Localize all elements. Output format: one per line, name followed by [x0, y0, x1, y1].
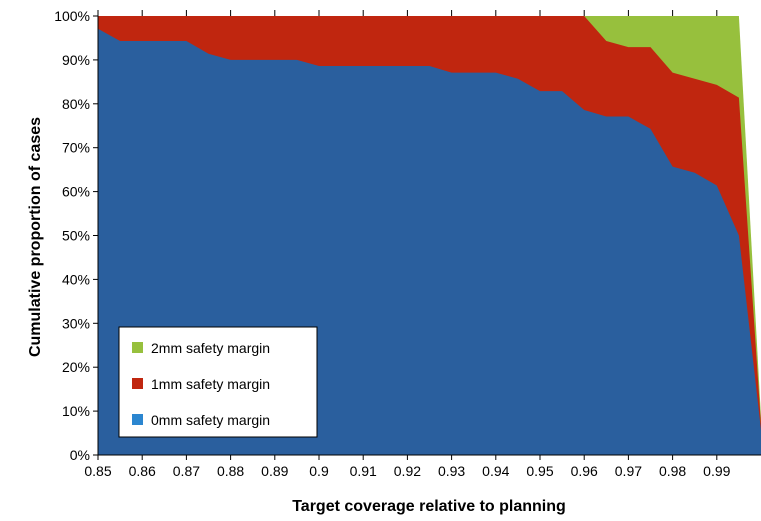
x-tick-label: 0.9 [309, 463, 329, 479]
y-tick-label: 100% [54, 8, 90, 24]
legend-label-1mm: 1mm safety margin [151, 376, 270, 392]
x-tick-label: 0.95 [526, 463, 553, 479]
x-tick-label: 0.92 [394, 463, 421, 479]
y-tick-label: 90% [62, 52, 90, 68]
x-tick-label: 0.91 [350, 463, 377, 479]
y-tick-label: 70% [62, 140, 90, 156]
x-tick-label: 0.93 [438, 463, 465, 479]
y-tick-label: 80% [62, 96, 90, 112]
legend: 2mm safety margin 1mm safety margin 0mm sa… [118, 326, 318, 438]
x-tick-label: 0.98 [659, 463, 686, 479]
y-tick-label: 50% [62, 228, 90, 244]
legend-box [118, 326, 318, 438]
axes [93, 10, 761, 460]
y-tick-label: 20% [62, 359, 90, 375]
legend-swatch-1mm [132, 378, 143, 389]
x-tick-label: 0.96 [571, 463, 598, 479]
x-tick-label: 0.85 [84, 463, 111, 479]
x-axis-title: Target coverage relative to planning [292, 498, 566, 515]
y-tick-label: 0% [70, 447, 90, 463]
y-tick-label: 30% [62, 315, 90, 331]
x-tick-label: 0.88 [217, 463, 244, 479]
legend-label-0mm: 0mm safety margin [151, 412, 270, 428]
y-tick-label: 40% [62, 271, 90, 287]
y-axis-title: Cumulative proportion of cases [27, 117, 44, 357]
tick-labels: 0% 10% 20% 30% 40% 50% 60% 70% 80% 90% 100% 0.85 0.8… [54, 8, 730, 479]
x-tick-label: 0.86 [129, 463, 156, 479]
x-tick-label: 0.99 [703, 463, 730, 479]
x-tick-label: 0.87 [173, 463, 200, 479]
y-tick-label: 10% [62, 403, 90, 419]
y-tick-label: 60% [62, 184, 90, 200]
legend-swatch-0mm [132, 414, 143, 425]
x-tick-label: 0.97 [615, 463, 642, 479]
legend-swatch-2mm [132, 342, 143, 353]
legend-label-2mm: 2mm safety margin [151, 340, 270, 356]
x-tick-label: 0.89 [261, 463, 288, 479]
x-tick-label: 0.94 [482, 463, 509, 479]
